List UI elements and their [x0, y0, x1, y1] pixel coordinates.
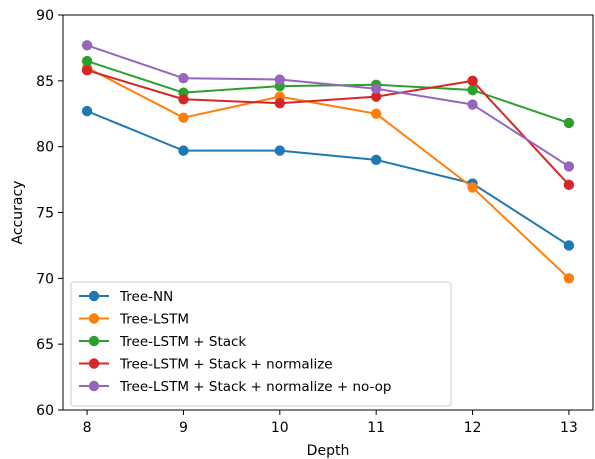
- series-4: [81, 40, 575, 172]
- legend-label: Tree-NN: [119, 289, 173, 305]
- x-tick-label: 12: [464, 420, 482, 436]
- data-point: [370, 154, 382, 166]
- data-point: [274, 98, 286, 109]
- series-line: [86, 110, 570, 247]
- legend-item: Tree-LSTM: [79, 312, 189, 328]
- legend: Tree-NN Tree-LSTM Tree-LSTM + Stack Tree-LS…: [70, 281, 452, 407]
- data-point: [563, 161, 575, 172]
- y-tick-label: 85: [36, 74, 54, 90]
- data-point: [81, 55, 93, 67]
- legend-item: Tree-LSTM + Stack: [79, 334, 246, 350]
- data-point: [563, 240, 575, 251]
- data-point: [81, 40, 93, 51]
- data-point: [563, 273, 575, 284]
- legend-label: Tree-LSTM + Stack + normalize: [119, 357, 333, 373]
- legend-marker: [88, 290, 100, 302]
- data-point: [274, 74, 286, 85]
- series-line: [86, 60, 570, 124]
- legend-item: Tree-NN: [79, 289, 173, 305]
- data-point: [467, 99, 478, 110]
- data-point: [178, 112, 189, 123]
- legend-marker: [88, 380, 100, 392]
- data-point: [467, 75, 478, 87]
- axes-layer: 8 9 10 11 12 13 60 65 70 75 80 85 90: [36, 8, 594, 436]
- legend-label: Tree-LSTM: [119, 312, 189, 328]
- y-tick-label: 80: [36, 140, 54, 156]
- legend-marker: [88, 313, 100, 324]
- series-1: [81, 62, 575, 284]
- x-tick-label: 11: [367, 420, 385, 436]
- x-tick-label: 9: [179, 420, 188, 436]
- legend-box: [70, 281, 452, 407]
- x-tick-label: 10: [271, 420, 289, 436]
- data-point: [467, 84, 478, 96]
- y-tick-label: 90: [36, 8, 54, 24]
- y-axis-label: Accuracy: [10, 181, 26, 245]
- series-layer: [81, 40, 575, 284]
- series-line: [86, 69, 570, 186]
- data-point: [178, 73, 189, 84]
- data-point: [467, 182, 478, 193]
- x-tick-label: 13: [560, 420, 578, 436]
- legend-item: Tree-LSTM + Stack + normalize: [79, 357, 333, 373]
- data-point: [274, 145, 286, 156]
- legend-marker: [88, 358, 100, 369]
- legend-item: Tree-LSTM + Stack + normalize + no-op: [79, 379, 392, 395]
- data-point: [81, 105, 93, 117]
- y-tick-label: 75: [36, 206, 54, 222]
- data-point: [370, 83, 382, 94]
- data-point: [563, 179, 575, 191]
- y-tick-label: 60: [36, 403, 54, 419]
- y-tick-label: 65: [36, 337, 54, 353]
- data-point: [178, 145, 189, 156]
- data-point: [81, 65, 93, 76]
- series-0: [81, 105, 575, 251]
- series-3: [81, 65, 575, 191]
- legend-label: Tree-LSTM + Stack + normalize + no-op: [119, 379, 392, 395]
- data-point: [370, 108, 382, 119]
- data-point: [370, 91, 382, 102]
- series-line: [86, 44, 570, 168]
- x-axis-label: Depth: [307, 443, 350, 459]
- data-point: [563, 117, 575, 129]
- data-point: [178, 94, 189, 105]
- legend-marker: [88, 335, 100, 347]
- x-tick-label: 8: [83, 420, 92, 436]
- y-tick-label: 70: [36, 271, 54, 287]
- series-line: [86, 66, 570, 280]
- legend-label: Tree-LSTM + Stack: [119, 334, 246, 350]
- series-2: [81, 55, 575, 129]
